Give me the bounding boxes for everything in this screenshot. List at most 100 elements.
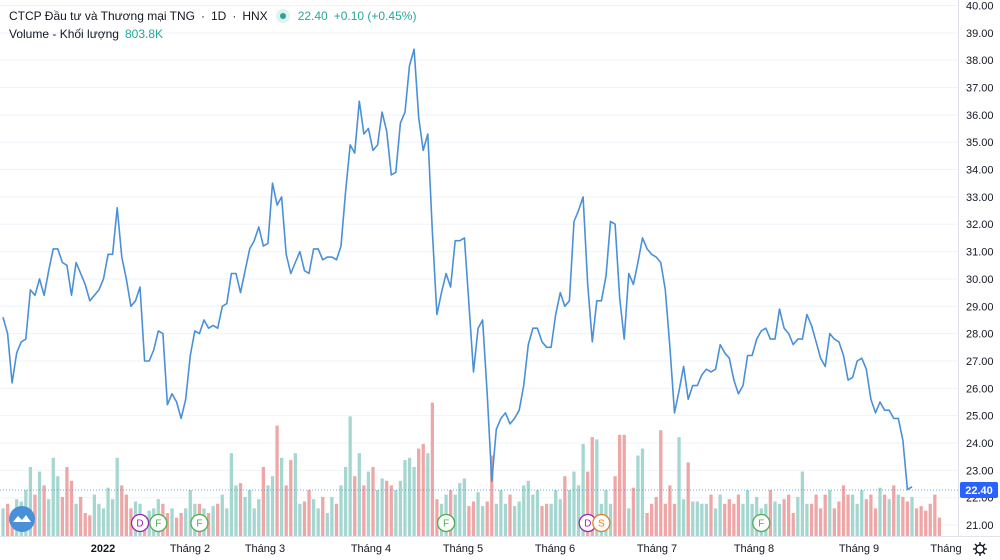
- x-tick-label: Tháng 8: [734, 543, 774, 555]
- volume-bar: [933, 494, 937, 536]
- event-marker-f[interactable]: F: [752, 513, 771, 533]
- symbol-title[interactable]: CTCP Đầu tư và Thương mại TNG: [9, 9, 195, 23]
- event-marker-f[interactable]: F: [190, 513, 209, 533]
- tradingview-logo[interactable]: [9, 506, 35, 532]
- y-tick-label: 40.00: [966, 0, 994, 12]
- volume-bar: [375, 490, 380, 536]
- volume-bar: [567, 490, 572, 536]
- volume-bar: [51, 457, 55, 536]
- interval-label[interactable]: 1D: [211, 9, 227, 23]
- volume-bar: [860, 490, 864, 536]
- volume-bar: [586, 471, 590, 536]
- svg-text:S: S: [598, 519, 605, 530]
- settings-gear-icon[interactable]: [973, 542, 987, 556]
- volume-bar: [855, 503, 859, 536]
- price-change-value: +0.10 (+0.45%): [333, 9, 417, 23]
- volume-bar: [426, 453, 430, 536]
- volume-bar: [741, 503, 745, 536]
- volume-bar: [261, 467, 266, 536]
- volume-bar: [681, 499, 686, 536]
- volume-bar: [732, 503, 736, 536]
- volume-bar: [238, 483, 243, 536]
- volume-bar: [563, 476, 567, 536]
- volume-bar: [124, 494, 128, 536]
- volume-bar: [581, 444, 585, 536]
- volume-bar: [494, 503, 498, 536]
- volume-bar: [686, 462, 690, 536]
- y-tick-label: 30.00: [966, 274, 994, 286]
- volume-bar: [275, 425, 279, 536]
- volume-bar: [914, 508, 919, 536]
- volume-bar: [430, 402, 435, 536]
- volume-bar: [819, 508, 823, 536]
- svg-text:D: D: [584, 519, 591, 530]
- volume-bar: [736, 494, 741, 536]
- volume-bar: [677, 437, 681, 536]
- y-axis[interactable]: 21.0022.0023.0024.0025.0026.0027.0028.00…: [966, 0, 994, 532]
- volume-bar: [115, 457, 119, 536]
- x-tick-label: Tháng 7: [637, 543, 677, 555]
- volume-bar: [339, 485, 343, 536]
- y-tick-label: 25.00: [966, 411, 994, 423]
- volume-bar: [120, 485, 124, 536]
- volume-bar: [873, 508, 878, 536]
- y-tick-label: 27.00: [966, 356, 994, 368]
- last-price-label: 22.40: [965, 485, 993, 497]
- volume-bar: [512, 506, 517, 536]
- volume-bar: [864, 499, 868, 536]
- event-marker-d[interactable]: D: [130, 513, 150, 533]
- volume-bar: [83, 513, 87, 536]
- volume-bar: [284, 485, 288, 536]
- volume-bar: [248, 490, 252, 536]
- volume-label[interactable]: Volume - Khối lượng: [9, 27, 119, 41]
- volume-bar: [896, 494, 900, 536]
- svg-text:F: F: [155, 519, 161, 530]
- volume-bar: [280, 457, 284, 536]
- volume-bar: [645, 513, 649, 536]
- event-marker-s[interactable]: S: [592, 513, 611, 533]
- volume-bar: [937, 517, 942, 536]
- volume-bar: [723, 503, 727, 536]
- volume-bar: [503, 503, 508, 536]
- volume-bar: [631, 487, 635, 536]
- volume-bar: [832, 508, 836, 536]
- volume-bar: [47, 499, 51, 536]
- volume-bar: [79, 496, 83, 536]
- volume-bar: [924, 510, 928, 536]
- volume-bar: [649, 503, 654, 536]
- volume-bar: [353, 476, 357, 536]
- volume-bar: [366, 471, 371, 536]
- volume-bar: [549, 503, 553, 536]
- volume-bar: [97, 503, 101, 536]
- volume-bar: [28, 467, 33, 536]
- volume-bar: [69, 480, 74, 536]
- volume-bar: [791, 513, 795, 536]
- event-marker-f[interactable]: F: [149, 513, 168, 533]
- volume-bar: [704, 503, 709, 536]
- event-marker-f[interactable]: F: [436, 513, 456, 533]
- volume-bar: [74, 503, 78, 536]
- volume-bar: [394, 490, 398, 536]
- y-tick-label: 33.00: [966, 192, 994, 204]
- volume-bar: [531, 494, 535, 536]
- volume-bar: [828, 490, 832, 536]
- volume-bar: [809, 503, 814, 536]
- volume-bar: [334, 503, 339, 536]
- volume-bar: [357, 453, 361, 536]
- volume-bar: [225, 508, 229, 536]
- volume-bar: [330, 496, 334, 536]
- market-status-icon[interactable]: [275, 9, 290, 23]
- volume-bar: [311, 499, 316, 536]
- volume-bars: [1, 402, 942, 536]
- volume-bar: [892, 485, 896, 536]
- volume-bar: [691, 501, 695, 536]
- volume-bar: [659, 430, 663, 536]
- x-axis[interactable]: 2022 Tháng 2 Tháng 3 Tháng 4 Tháng 5 Tháng 6 T…: [91, 543, 962, 555]
- x-tick-label: Tháng 5: [443, 543, 483, 555]
- svg-text:F: F: [196, 519, 202, 530]
- volume-bar: [298, 503, 302, 536]
- volume-bar: [618, 434, 622, 536]
- volume-bar: [321, 496, 325, 536]
